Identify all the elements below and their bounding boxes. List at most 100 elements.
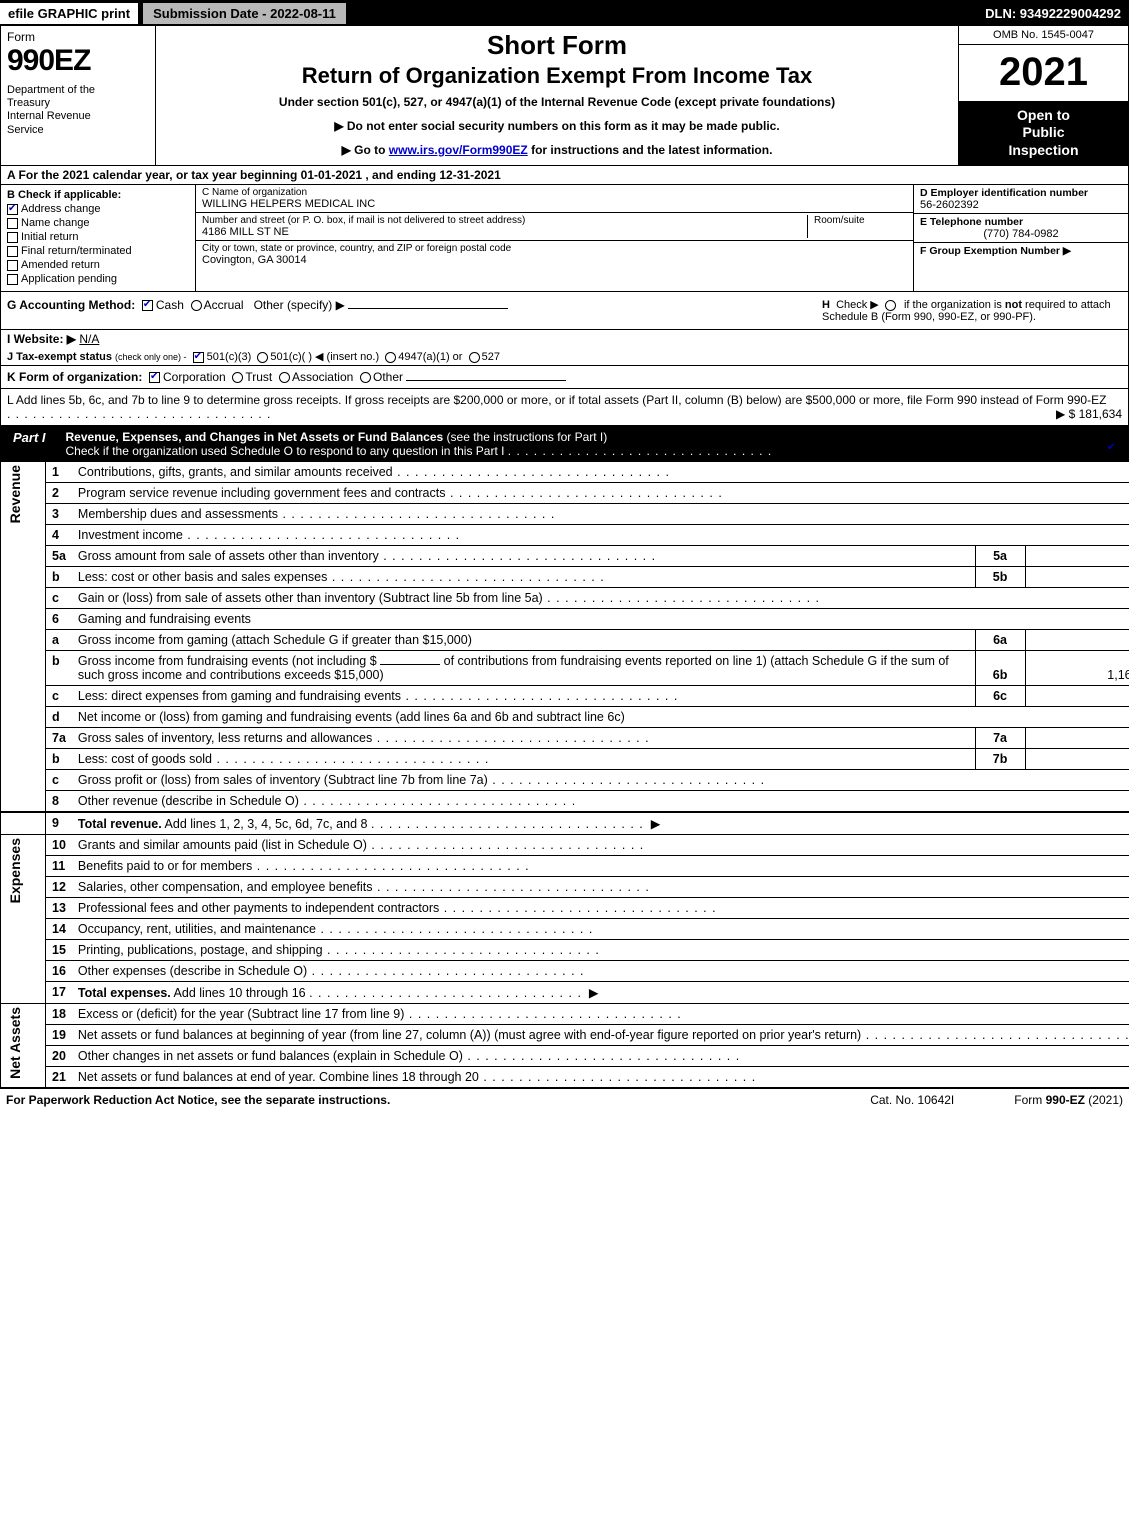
line-6: 6 Gaming and fundraising events bbox=[1, 609, 1129, 630]
chk-name-change[interactable]: Name change bbox=[7, 217, 189, 229]
col-b-checkboxes: B Check if applicable: Address change Na… bbox=[1, 185, 196, 291]
chk-trust[interactable] bbox=[232, 372, 243, 383]
street-label: Number and street (or P. O. box, if mail… bbox=[202, 215, 807, 226]
website-label: I Website: ▶ bbox=[7, 332, 76, 346]
line-16: 16 Other expenses (describe in Schedule … bbox=[1, 961, 1129, 982]
checkbox-icon bbox=[1106, 443, 1117, 454]
group-exemption-block: F Group Exemption Number ▶ bbox=[914, 243, 1128, 259]
footer-catalog: Cat. No. 10642I bbox=[870, 1093, 954, 1107]
chk-initial-return[interactable]: Initial return bbox=[7, 231, 189, 243]
h-schedule-b: H Check ▶ if the organization is not req… bbox=[822, 298, 1122, 323]
line-9: 9 Total revenue. Add lines 1, 2, 3, 4, 5… bbox=[1, 812, 1129, 835]
checkbox-icon[interactable] bbox=[7, 232, 18, 243]
line-4: 4 Investment income 4 bbox=[1, 525, 1129, 546]
ein: 56-2602392 bbox=[920, 199, 1122, 211]
chk-final-return[interactable]: Final return/terminated bbox=[7, 245, 189, 257]
chk-schedule-b[interactable] bbox=[885, 300, 896, 311]
checkbox-icon[interactable] bbox=[7, 274, 18, 285]
part-1-tab: Part I bbox=[1, 426, 58, 449]
org-name-label: C Name of organization bbox=[202, 187, 907, 198]
form-number: 990EZ bbox=[7, 44, 149, 78]
line-18: Net Assets 18 Excess or (deficit) for th… bbox=[1, 1004, 1129, 1025]
chk-527[interactable] bbox=[469, 352, 480, 363]
row-j-tax-status: J Tax-exempt status (check only one) - 5… bbox=[0, 348, 1129, 366]
inspection-label: Open toPublicInspection bbox=[959, 101, 1128, 166]
line-8: 8 Other revenue (describe in Schedule O)… bbox=[1, 791, 1129, 813]
row-a-tax-year: A For the 2021 calendar year, or tax yea… bbox=[0, 166, 1129, 185]
checkbox-icon[interactable] bbox=[7, 246, 18, 257]
accounting-method: G Accounting Method: Cash Accrual Other … bbox=[7, 298, 802, 323]
form-subtitle: Under section 501(c), 527, or 4947(a)(1)… bbox=[164, 95, 950, 109]
dln: DLN: 93492229004292 bbox=[985, 6, 1129, 21]
line-15: 15 Printing, publications, postage, and … bbox=[1, 940, 1129, 961]
cell-org-name: C Name of organization WILLING HELPERS M… bbox=[196, 185, 913, 213]
row-k-form-org: K Form of organization: Corporation Trus… bbox=[0, 366, 1129, 389]
line-7b: b Less: cost of goods sold 7b bbox=[1, 749, 1129, 770]
tel-block: E Telephone number (770) 784-0982 bbox=[914, 214, 1128, 243]
side-net-assets: Net Assets bbox=[1, 1004, 46, 1088]
irs-link[interactable]: www.irs.gov/Form990EZ bbox=[389, 143, 528, 157]
chk-amended-return[interactable]: Amended return bbox=[7, 259, 189, 271]
line-10: Expenses 10 Grants and similar amounts p… bbox=[1, 835, 1129, 856]
row-g-accounting: G Accounting Method: Cash Accrual Other … bbox=[0, 291, 1129, 330]
efile-label[interactable]: efile GRAPHIC print bbox=[0, 3, 138, 24]
group-exemption-label: F Group Exemption Number ▶ bbox=[920, 245, 1122, 257]
chk-4947[interactable] bbox=[385, 352, 396, 363]
chk-other-org[interactable] bbox=[360, 372, 371, 383]
line-17: 17 Total expenses. Add lines 10 through … bbox=[1, 982, 1129, 1004]
chk-corporation[interactable] bbox=[149, 372, 160, 383]
line-5c: c Gain or (loss) from sale of assets oth… bbox=[1, 588, 1129, 609]
checkbox-icon[interactable] bbox=[7, 260, 18, 271]
row-i-website: I Website: ▶ N/A bbox=[0, 330, 1129, 348]
part-1-schedule-o-check[interactable] bbox=[1098, 426, 1128, 458]
footer-right: Form 990-EZ (2021) bbox=[1014, 1093, 1123, 1107]
short-form-title: Short Form bbox=[164, 30, 950, 61]
side-expenses: Expenses bbox=[1, 835, 46, 1004]
line-12: 12 Salaries, other compensation, and emp… bbox=[1, 877, 1129, 898]
line-1: Revenue 1 Contributions, gifts, grants, … bbox=[1, 462, 1129, 483]
top-bar: efile GRAPHIC print Submission Date - 20… bbox=[0, 0, 1129, 26]
iamt-6a bbox=[1025, 630, 1129, 651]
iamt-6b: 1,164 bbox=[1025, 651, 1129, 686]
room-label: Room/suite bbox=[814, 215, 907, 226]
ein-block: D Employer identification number 56-2602… bbox=[914, 185, 1128, 214]
l-amount: ▶ $ 181,634 bbox=[1056, 407, 1122, 421]
checkbox-icon[interactable] bbox=[7, 204, 18, 215]
k-label: K Form of organization: bbox=[7, 370, 142, 384]
part-1-desc: Revenue, Expenses, and Changes in Net As… bbox=[58, 426, 1098, 462]
chk-cash[interactable] bbox=[142, 300, 153, 311]
other-org-line[interactable] bbox=[406, 380, 566, 381]
checkbox-icon[interactable] bbox=[7, 218, 18, 229]
line-6b: b Gross income from fundraising events (… bbox=[1, 651, 1129, 686]
iamt-7a bbox=[1025, 728, 1129, 749]
line-13: 13 Professional fees and other payments … bbox=[1, 898, 1129, 919]
line-5b: b Less: cost or other basis and sales ex… bbox=[1, 567, 1129, 588]
iamt-5a bbox=[1025, 546, 1129, 567]
col-b-header: B Check if applicable: bbox=[7, 189, 189, 201]
chk-501c3[interactable] bbox=[193, 352, 204, 363]
instr2-pre: ▶ Go to bbox=[342, 143, 389, 157]
tax-year: 2021 bbox=[959, 45, 1128, 101]
org-name: WILLING HELPERS MEDICAL INC bbox=[202, 198, 907, 210]
block-bcdef: B Check if applicable: Address change Na… bbox=[0, 185, 1129, 291]
col-c-org-info: C Name of organization WILLING HELPERS M… bbox=[196, 185, 913, 291]
iamt-6c bbox=[1025, 686, 1129, 707]
line-6c: c Less: direct expenses from gaming and … bbox=[1, 686, 1129, 707]
chk-association[interactable] bbox=[279, 372, 290, 383]
chk-address-change[interactable]: Address change bbox=[7, 203, 189, 215]
ein-label: D Employer identification number bbox=[920, 187, 1122, 199]
line-3: 3 Membership dues and assessments 3 bbox=[1, 504, 1129, 525]
part-1-table: Revenue 1 Contributions, gifts, grants, … bbox=[0, 462, 1129, 1088]
street: 4186 MILL ST NE bbox=[202, 226, 807, 238]
line-7c: c Gross profit or (loss) from sales of i… bbox=[1, 770, 1129, 791]
chk-accrual[interactable] bbox=[191, 300, 202, 311]
chk-application-pending[interactable]: Application pending bbox=[7, 273, 189, 285]
line-2: 2 Program service revenue including gove… bbox=[1, 483, 1129, 504]
line-21: 21 Net assets or fund balances at end of… bbox=[1, 1067, 1129, 1088]
other-specify-line[interactable] bbox=[348, 308, 508, 309]
city-label: City or town, state or province, country… bbox=[202, 243, 907, 254]
6b-blank[interactable] bbox=[380, 664, 440, 665]
side-revenue: Revenue bbox=[1, 462, 46, 812]
iamt-5b bbox=[1025, 567, 1129, 588]
chk-501c[interactable] bbox=[257, 352, 268, 363]
